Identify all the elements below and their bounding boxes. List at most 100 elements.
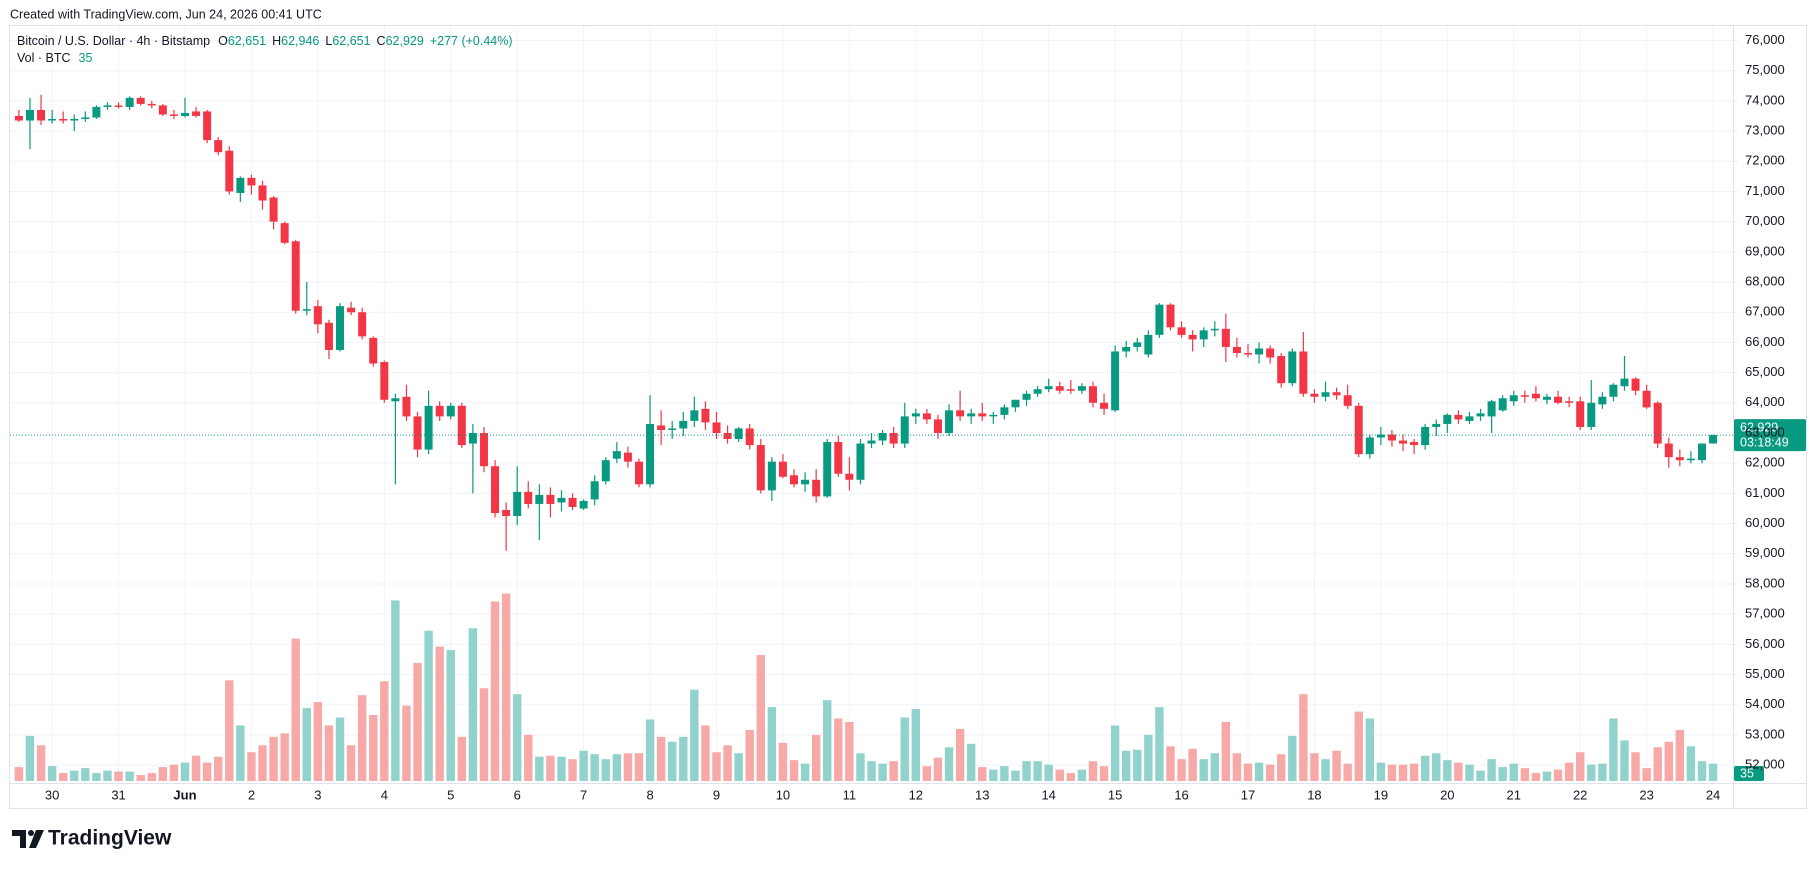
volume-bar <box>1420 755 1430 781</box>
candle-body <box>1077 386 1086 391</box>
candle-body <box>734 428 743 440</box>
candle-body <box>70 118 79 121</box>
candle-body <box>778 461 787 477</box>
legend-value: 62,651 <box>228 34 266 48</box>
volume-bar <box>1587 764 1596 781</box>
candle-body <box>48 118 57 121</box>
candle-body <box>37 109 46 121</box>
candle-body <box>402 396 411 417</box>
candle-body <box>14 115 23 121</box>
volume-bar <box>1022 761 1031 781</box>
candle-body <box>1244 352 1253 355</box>
volume-bar <box>634 753 644 781</box>
x-tick-label: 9 <box>713 787 720 802</box>
volume-bar <box>778 742 788 781</box>
candle-body <box>1122 346 1131 352</box>
volume-bar <box>933 757 943 781</box>
volume-bar <box>1542 771 1552 781</box>
volume-bar <box>1243 763 1253 781</box>
last-price-tag <box>1734 419 1806 452</box>
y-tick-label: 63,000 <box>1745 424 1785 439</box>
volume-bar <box>1310 753 1319 781</box>
volume-bar <box>1387 764 1397 781</box>
volume-bar <box>756 655 765 781</box>
candle-body <box>225 150 234 192</box>
candle-body <box>1387 434 1396 441</box>
symbol-name: Bitcoin / U.S. Dollar · 4h · Bitstamp <box>17 34 210 48</box>
candle-body <box>1343 395 1352 406</box>
volume-bar <box>1265 764 1275 781</box>
candle-body <box>646 423 655 485</box>
candle-body <box>1221 328 1230 347</box>
legend-line: Bitcoin / U.S. Dollar · 4h · Bitstamp O62… <box>17 34 513 48</box>
candle-body <box>1332 392 1341 396</box>
volume-bar <box>236 725 245 781</box>
legend-key: O <box>218 34 228 48</box>
volume-bar <box>1077 769 1087 781</box>
volume-bar <box>435 646 444 781</box>
candle-body <box>1554 396 1563 403</box>
candle-body <box>413 416 422 450</box>
candle-body <box>1686 458 1695 461</box>
x-tick-label: 12 <box>909 787 923 802</box>
candle-body <box>1675 457 1684 461</box>
candle-body <box>1177 327 1186 335</box>
candle-body <box>568 497 577 507</box>
candle-layer <box>14 94 1718 551</box>
volume-bar <box>1454 762 1463 781</box>
volume-bar <box>723 745 732 781</box>
y-tick-label: 56,000 <box>1745 636 1785 651</box>
volume-bar <box>346 745 356 781</box>
candle-body <box>158 105 167 115</box>
candle-body <box>1232 346 1241 353</box>
volume-bar <box>58 773 68 781</box>
x-tick-label: 14 <box>1041 787 1055 802</box>
volume-bar <box>535 756 544 781</box>
volume-bar <box>1598 763 1607 781</box>
volume-bar <box>490 601 500 781</box>
candle-body <box>1133 342 1142 347</box>
candle-body <box>336 306 345 350</box>
x-tick-label: 6 <box>514 787 521 802</box>
logo-mark <box>29 830 44 848</box>
y-tick-label: 59,000 <box>1745 545 1785 560</box>
volume-bar <box>1110 725 1120 781</box>
candle-body <box>989 414 998 417</box>
candle-body <box>546 494 555 504</box>
volume-bar <box>214 756 223 781</box>
volume-bar <box>845 721 854 781</box>
volume-bar <box>501 593 511 781</box>
volume-bar <box>1531 773 1541 781</box>
candle-body <box>25 109 34 121</box>
volume-legend-name: Vol · BTC <box>17 51 71 65</box>
volume-bar <box>1277 754 1286 781</box>
volume-bar <box>1088 761 1098 781</box>
candle-body <box>1432 423 1441 427</box>
volume-bar <box>1708 763 1718 781</box>
candle-body <box>1144 334 1153 355</box>
candle-body <box>690 410 699 421</box>
candle-body <box>945 410 954 433</box>
x-tick-label: 3 <box>314 787 321 802</box>
volume-bar <box>856 753 865 781</box>
candle-body <box>280 223 289 243</box>
x-tick-label: 23 <box>1639 787 1653 802</box>
volume-bar <box>136 775 145 781</box>
candle-body <box>801 479 810 485</box>
candle-body <box>291 241 300 311</box>
volume-bar <box>1653 747 1662 781</box>
volume-bar <box>114 771 123 781</box>
candle-body <box>967 413 976 417</box>
y-tick-label: 67,000 <box>1745 304 1785 319</box>
candle-body <box>1000 407 1009 415</box>
legend-change: +277 (+0.44%) <box>430 34 513 48</box>
x-tick-label: 13 <box>975 787 989 802</box>
x-tick-label: 10 <box>776 787 790 802</box>
volume-bar <box>1642 768 1651 781</box>
candle-body <box>1310 393 1319 397</box>
legend-key: H <box>272 34 281 48</box>
volume-bar <box>1166 746 1175 781</box>
candle-body <box>1066 389 1075 391</box>
candle-body <box>1498 398 1507 411</box>
volume-bar <box>1288 735 1297 781</box>
